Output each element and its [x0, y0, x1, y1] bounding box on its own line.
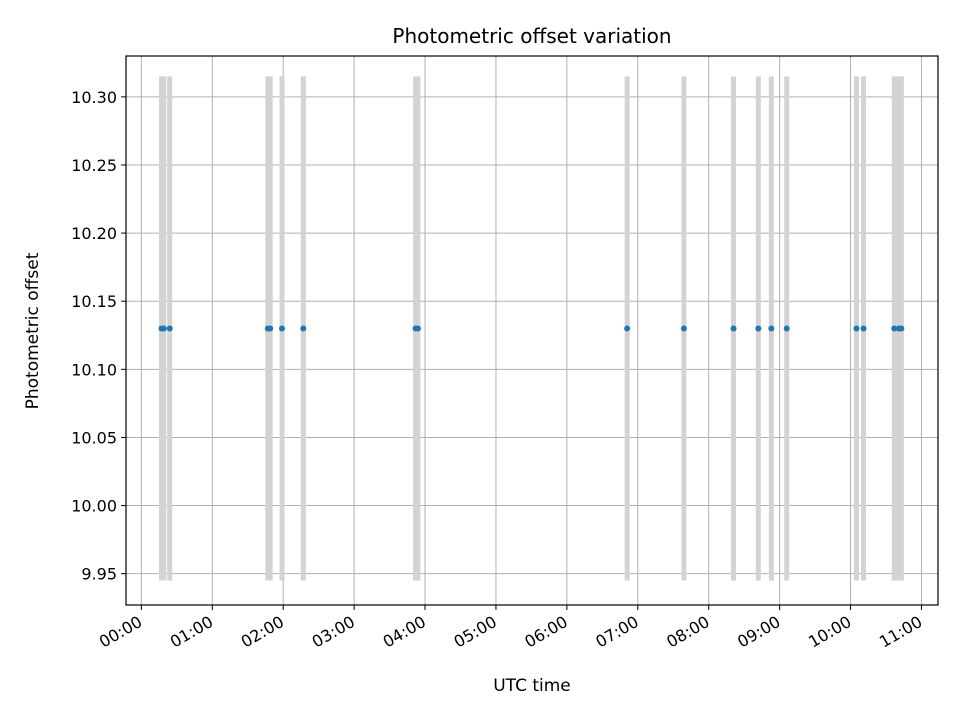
- data-point: [166, 325, 173, 332]
- data-point: [160, 325, 167, 332]
- plot-frame: [125, 55, 939, 606]
- plot-area: [126, 56, 938, 605]
- data-points: [158, 325, 905, 332]
- y-axis-title: Photometric offset: [23, 252, 43, 409]
- data-point: [860, 325, 867, 332]
- x-axis-title: UTC time: [493, 676, 571, 696]
- data-point: [755, 325, 762, 332]
- y-tick-label: 10.20: [71, 224, 117, 243]
- data-point: [768, 325, 775, 332]
- data-point: [730, 325, 737, 332]
- data-point: [624, 325, 631, 332]
- data-point: [853, 325, 860, 332]
- data-point: [279, 325, 286, 332]
- y-tick-label: 10.15: [71, 292, 117, 311]
- data-point: [300, 325, 307, 332]
- chart-title: Photometric offset variation: [392, 24, 671, 48]
- data-point: [898, 325, 905, 332]
- y-tick-label: 9.95: [81, 565, 117, 584]
- y-tick-label: 10.25: [71, 156, 117, 175]
- y-tick-label: 10.30: [71, 88, 117, 107]
- data-point: [414, 325, 421, 332]
- y-axis-ticks: 9.95 10.00 10.05 10.10 10.15 10.20 10.25 10.30: [71, 88, 126, 584]
- data-point: [680, 325, 687, 332]
- data-point: [783, 325, 790, 332]
- data-point: [891, 325, 898, 332]
- y-tick-label: 10.05: [71, 428, 117, 447]
- y-tick-label: 10.00: [71, 497, 117, 516]
- data-point: [267, 325, 274, 332]
- y-tick-label: 10.10: [71, 360, 117, 379]
